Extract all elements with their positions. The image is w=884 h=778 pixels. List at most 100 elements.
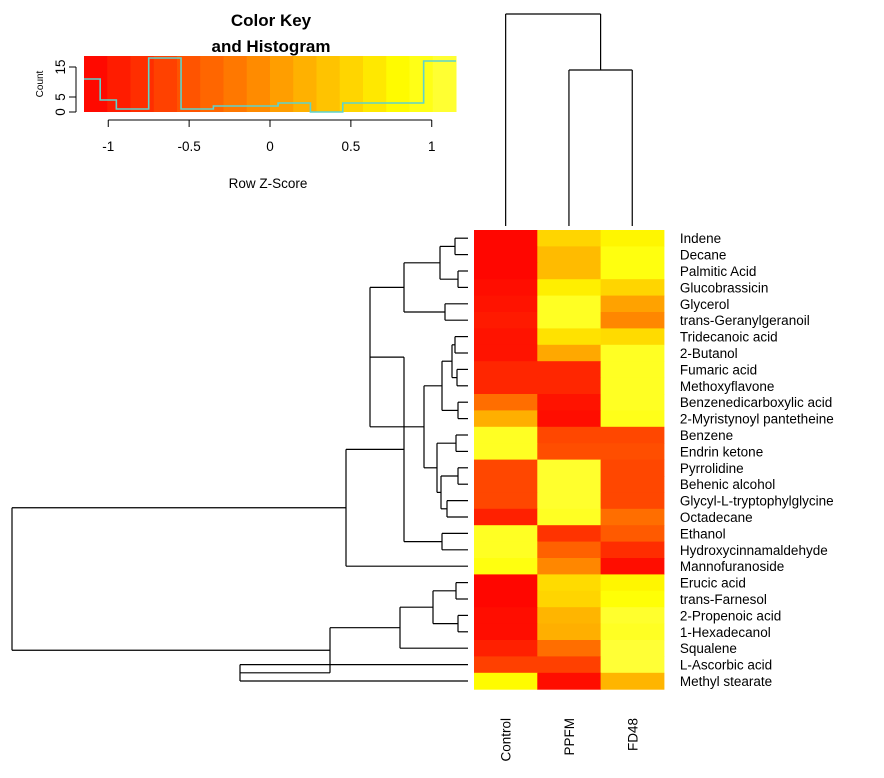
row-label: Methoxyflavone bbox=[680, 379, 775, 394]
color-key-ytick-label: 5 bbox=[53, 93, 68, 101]
heatmap-cell bbox=[537, 361, 602, 379]
heatmap-cell bbox=[537, 492, 602, 510]
row-label: Glycyl-L-tryptophylglycine bbox=[680, 494, 834, 509]
color-key-block bbox=[107, 56, 131, 112]
row-label: 2-Butanol bbox=[680, 346, 738, 361]
heatmap-cell bbox=[537, 426, 602, 444]
heatmap-cell bbox=[537, 230, 602, 247]
heatmap-cell bbox=[474, 394, 538, 411]
heatmap-cell bbox=[537, 328, 602, 346]
column-label: FD48 bbox=[625, 718, 640, 751]
heatmap-cell bbox=[474, 623, 538, 641]
row-label: Squalene bbox=[680, 641, 737, 656]
color-key-xtick-label: -0.5 bbox=[177, 139, 200, 154]
heatmap-cell bbox=[537, 295, 602, 313]
color-key-ytick-label: 0 bbox=[53, 108, 68, 116]
row-label: Indene bbox=[680, 231, 721, 246]
color-key-block bbox=[409, 56, 434, 112]
row-label: Ethanol bbox=[680, 526, 726, 541]
row-label: 2-Myristynoyl pantetheine bbox=[680, 412, 834, 427]
heatmap-cell bbox=[537, 394, 602, 411]
heatmap-cell bbox=[537, 279, 602, 297]
heatmap-cell bbox=[600, 492, 665, 510]
row-label: Pyrrolidine bbox=[680, 461, 744, 476]
heatmap-cell bbox=[537, 607, 602, 625]
heatmap-cell bbox=[474, 328, 538, 346]
heatmap-cell bbox=[474, 590, 538, 608]
heatmap-cell bbox=[600, 279, 665, 297]
row-label: trans-Geranylgeranoil bbox=[680, 313, 810, 328]
color-key-xtick-label: -1 bbox=[102, 139, 114, 154]
color-key-block bbox=[293, 56, 317, 112]
heatmap-cell bbox=[537, 459, 602, 477]
heatmap-cells bbox=[474, 230, 665, 690]
color-key-block bbox=[316, 56, 341, 112]
color-key-block bbox=[339, 56, 364, 112]
heatmap-cell bbox=[474, 525, 538, 543]
heatmap-cell bbox=[537, 558, 602, 575]
color-key-title-line2: and Histogram bbox=[211, 37, 330, 56]
heatmap-cell bbox=[537, 246, 602, 264]
color-key-block bbox=[363, 56, 387, 112]
row-label: Endrin ketone bbox=[680, 444, 763, 459]
row-label: Fumaric acid bbox=[680, 362, 757, 377]
heatmap-cell bbox=[474, 558, 538, 575]
heatmap-cell bbox=[600, 574, 665, 592]
heatmap-cell bbox=[474, 574, 538, 592]
heatmap-cell bbox=[600, 410, 665, 428]
heatmap-cell bbox=[600, 443, 665, 461]
heatmap-cell bbox=[537, 590, 602, 608]
heatmap-cell bbox=[600, 525, 665, 543]
heatmap-cell bbox=[474, 426, 538, 444]
heatmap-cell bbox=[474, 476, 538, 493]
color-key-xlabel: Row Z-Score bbox=[229, 176, 308, 191]
heatmap-cell bbox=[600, 361, 665, 379]
color-key-block bbox=[177, 56, 201, 112]
heatmap-cell bbox=[537, 640, 602, 657]
row-label: Benzene bbox=[680, 428, 733, 443]
row-label: Octadecane bbox=[680, 510, 753, 525]
heatmap-cell bbox=[600, 262, 665, 280]
heatmap-cell bbox=[537, 672, 602, 690]
color-key-axes: -1 -0.5 0 0.5 1 0 5 15 bbox=[53, 59, 435, 154]
heatmap-cell bbox=[600, 672, 665, 690]
color-key-histogram bbox=[84, 57, 456, 113]
row-label: 1-Hexadecanol bbox=[680, 625, 771, 640]
heatmap-cell bbox=[474, 410, 538, 428]
heatmap-cell bbox=[600, 328, 665, 346]
row-label: Methyl stearate bbox=[680, 674, 772, 689]
heatmap-cell bbox=[537, 262, 602, 280]
heatmap-cell bbox=[474, 279, 538, 297]
heatmap-cell bbox=[537, 525, 602, 543]
heatmap-cell bbox=[600, 508, 665, 526]
row-label: Palmitic Acid bbox=[680, 264, 757, 279]
heatmap-cell bbox=[537, 443, 602, 461]
heatmap-cell bbox=[537, 623, 602, 641]
heatmap-cell bbox=[600, 295, 665, 313]
heatmap-cell bbox=[474, 640, 538, 657]
heatmap-cell bbox=[474, 508, 538, 526]
color-key-xtick-label: 0.5 bbox=[341, 139, 360, 154]
color-key-block bbox=[130, 56, 155, 112]
column-labels: Control PPFM FD48 bbox=[499, 718, 641, 762]
row-label: L-Ascorbic acid bbox=[680, 658, 772, 673]
heatmap-cell bbox=[474, 377, 538, 395]
heatmap-cell bbox=[474, 459, 538, 477]
heatmap-cell bbox=[600, 377, 665, 395]
heatmap-cell bbox=[474, 656, 538, 674]
row-label: Tridecanoic acid bbox=[680, 330, 778, 345]
color-key-ylabel: Count bbox=[35, 70, 46, 97]
heatmap-cell bbox=[474, 246, 538, 264]
heatmap-cell bbox=[474, 230, 538, 247]
heatmap-cell bbox=[600, 656, 665, 674]
color-key-block bbox=[270, 56, 294, 112]
heatmap-cell bbox=[600, 558, 665, 575]
heatmap-cell bbox=[537, 410, 602, 428]
heatmap-cell bbox=[600, 426, 665, 444]
heatmap-cell bbox=[600, 590, 665, 608]
heatmap-cell bbox=[600, 246, 665, 264]
heatmap-cell bbox=[474, 492, 538, 510]
row-label: Behenic alcohol bbox=[680, 477, 775, 492]
color-key-block bbox=[432, 56, 457, 112]
